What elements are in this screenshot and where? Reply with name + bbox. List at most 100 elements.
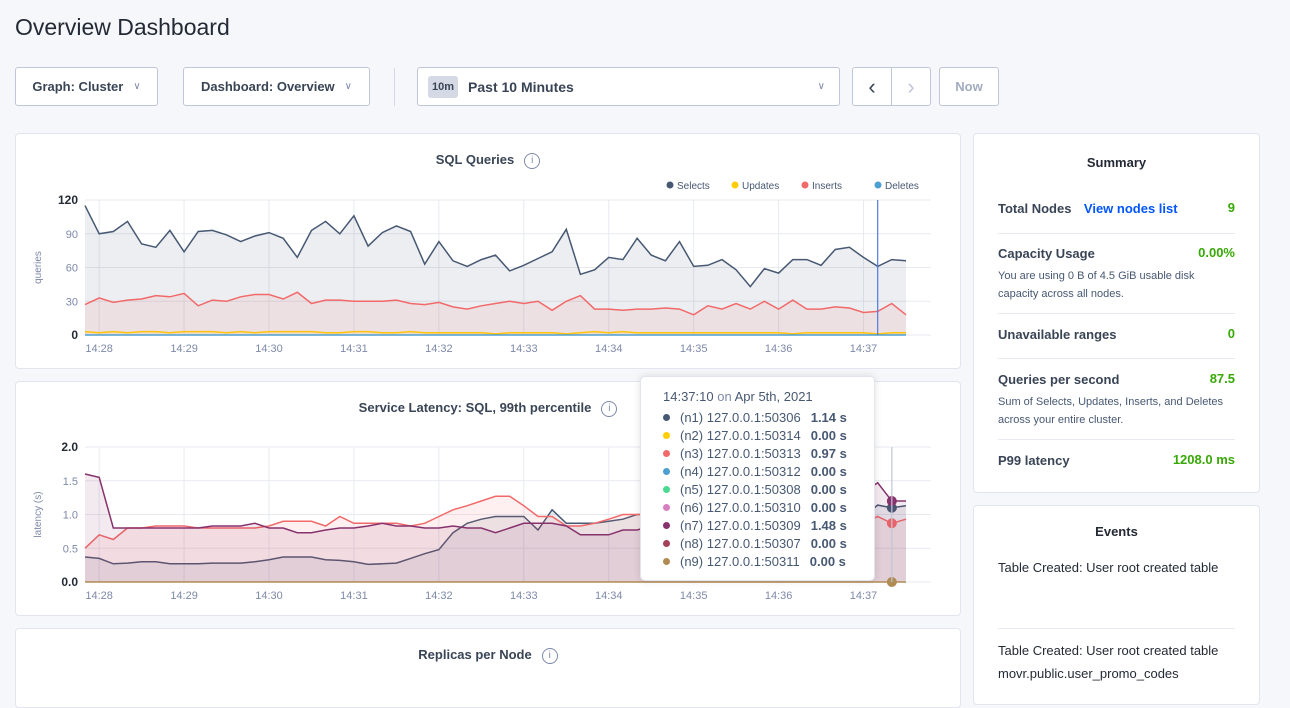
legend-label: Updates [742,181,779,192]
summary-qps: Queries per second 87.5 Sum of Selects, Up… [998,371,1235,440]
x-tick-label: 14:30 [255,590,283,602]
x-tick-label: 14:31 [340,590,368,602]
summary-capacity: Capacity Usage 0.00% You are using 0 B of … [998,245,1235,314]
summary-p99: P99 latency 1208.0 ms [998,452,1235,482]
x-tick-label: 14:35 [680,343,708,355]
event-item[interactable]: Table Created: User root created table [998,643,1219,658]
dashboard-dropdown[interactable]: Dashboard: Overview ∨ [183,67,370,106]
y-tick-label: 0.5 [63,543,78,555]
y-tick-label: 0.0 [61,575,78,589]
divider [998,628,1235,629]
y-tick-label: 30 [66,296,78,308]
sql-queries-chart[interactable]: 0 30 60 90 120 14:28 14:29 14:30 14:31 14:32 14:33… [16,134,962,370]
tooltip-row: (n9) 127.0.0.1:50311 0.00 s [663,552,874,570]
prev-time-button[interactable]: ‹ [852,67,892,106]
tooltip-row: (n3) 127.0.0.1:50313 0.97 s [663,444,874,462]
x-tick-label: 14:32 [425,590,453,602]
series-dot-icon [663,539,670,547]
x-tick-label: 14:36 [765,590,793,602]
tooltip-row-value: 0.00 s [810,463,847,479]
y-tick-label: 1.0 [63,510,78,522]
y-tick-label: 120 [58,193,78,207]
tooltip-row-label: (n9) 127.0.0.1:50311 [680,553,800,569]
tooltip-row-value: 1.48 s [810,517,847,533]
x-tick-label: 14:36 [765,343,793,355]
chart-tooltip: 14:37:10 on Apr 5th, 2021 (n1) 127.0.0.1… [640,376,875,581]
x-tick-label: 14:33 [510,343,538,355]
page-title: Overview Dashboard [15,14,230,40]
y-tick-label: 2.0 [61,440,78,454]
summary-title: Summary [1086,155,1147,170]
x-tick-label: 14:37 [850,590,878,602]
legend-label: Deletes [885,181,919,192]
x-tick-label: 14:31 [340,343,368,355]
y-axis-label: queries [33,251,44,284]
value: 87.5 [1209,371,1235,386]
summary-unavailable: Unavailable ranges 0 [998,326,1235,359]
tooltip-row-label: (n3) 127.0.0.1:50313 [680,445,801,461]
next-time-button[interactable]: › [891,67,931,106]
info-icon[interactable]: i [524,152,541,169]
value: 0.00% [1198,245,1235,260]
description: Sum of Selects, Updates, Inserts, and De… [998,396,1224,426]
graph-label: Graph: Cluster [32,79,124,94]
tooltip-date: Apr 5th, 2021 [734,389,813,404]
tooltip-on: on [717,389,732,404]
summary-panel: Summary Total Nodes View nodes list 9 Cap… [973,133,1260,493]
events-panel: Events Table Created: User root created … [973,505,1260,705]
x-tick-label: 14:30 [255,343,283,355]
time-range-dropdown[interactable]: 10m Past 10 Minutes ∨ [417,67,840,106]
series-dot-icon [663,413,670,421]
tooltip-row-label: (n8) 127.0.0.1:50307 [680,535,801,551]
y-axis-label: latency (s) [33,491,44,537]
label: Total Nodes [998,201,1072,216]
y-tick-label: 90 [66,229,78,241]
events-title: Events [1095,524,1138,539]
tooltip-row-label: (n5) 127.0.0.1:50308 [680,481,801,497]
series-dot-icon [663,557,670,565]
x-tick-label: 14:32 [425,343,453,355]
replicas-panel: Replicas per Node i [15,628,961,708]
series-dot-icon [663,449,670,457]
tooltip-row-value: 0.97 s [810,445,847,461]
series-line-updates [84,330,906,335]
value: 9 [1227,200,1235,215]
label: P99 latency [998,453,1070,468]
x-tick-label: 14:34 [595,343,623,355]
x-tick-label: 14:29 [170,343,198,355]
series-dot-icon [663,485,670,493]
tooltip-row-label: (n6) 127.0.0.1:50310 [680,499,801,515]
series-dot-icon [663,521,670,529]
tooltip-row: (n2) 127.0.0.1:50314 0.00 s [663,426,874,444]
series-area-updates [85,331,906,335]
x-tick-label: 14:33 [510,590,538,602]
tooltip-row: (n1) 127.0.0.1:50306 1.14 s [663,408,874,426]
event-item-sub: movr.public.user_promo_codes [998,666,1179,681]
series-dot-icon [663,467,670,475]
chevron-down-icon: ∨ [817,81,825,92]
now-button[interactable]: Now [939,67,999,106]
series-dot-icon [663,431,670,439]
tooltip-row: (n6) 127.0.0.1:50310 0.00 s [663,498,874,516]
info-icon[interactable]: i [541,647,558,664]
label: Capacity Usage [998,246,1095,261]
legend-dot-icon [874,181,882,189]
chevron-down-icon: ∨ [133,81,141,92]
event-item[interactable]: Table Created: User root created table [998,560,1219,575]
tooltip-time: 14:37:10 [663,389,714,404]
view-nodes-link[interactable]: View nodes list [1083,201,1178,216]
tooltip-row-value: 0.00 s [809,553,846,569]
series-line-inserts [84,291,907,316]
x-tick-label: 14:28 [85,590,113,602]
y-tick-label: 1.5 [63,476,78,488]
graph-dropdown[interactable]: Graph: Cluster ∨ [15,67,158,106]
tooltip-row-value: 1.14 s [810,409,847,425]
chart-title: SQL Queries [435,152,515,167]
label: Queries per second [998,372,1120,387]
x-tick-label: 14:34 [595,590,623,602]
tooltip-row: (n5) 127.0.0.1:50308 0.00 s [663,480,874,498]
legend-label: Inserts [812,181,842,192]
info-icon[interactable]: i [601,400,618,417]
time-badge: 10m [428,75,459,98]
value: 0 [1227,326,1235,341]
